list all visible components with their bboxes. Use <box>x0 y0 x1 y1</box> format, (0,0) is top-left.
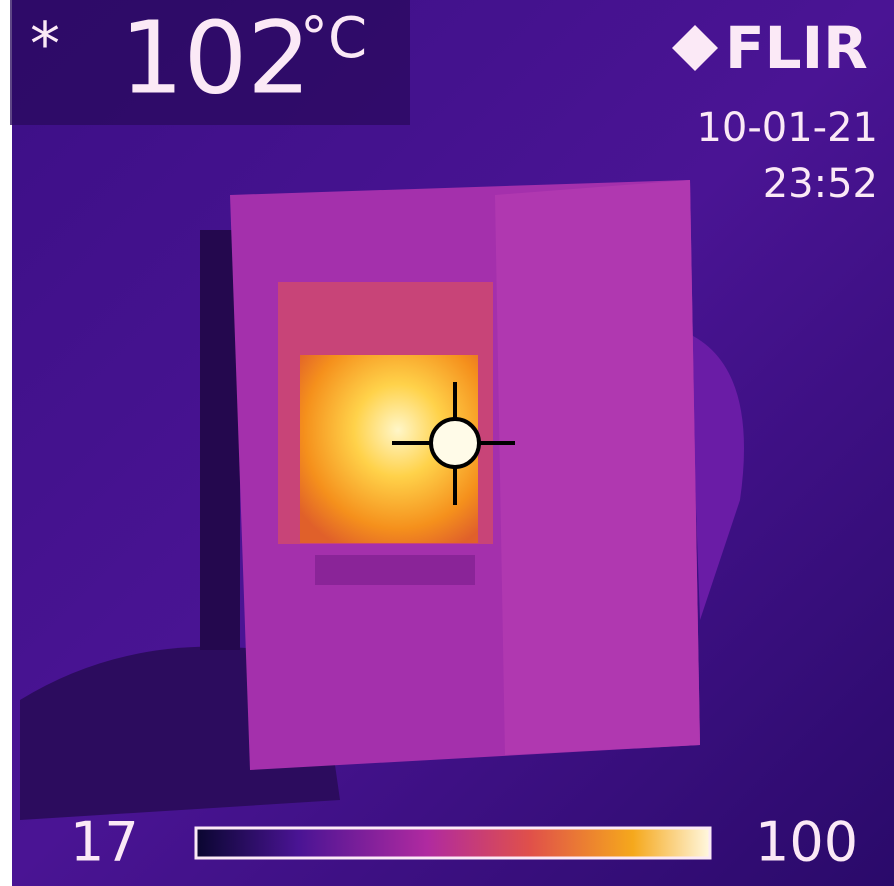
spot-value: 102 <box>120 0 311 116</box>
spot-unit: °C <box>300 6 367 71</box>
readout-box <box>10 0 410 125</box>
edge-left <box>0 0 12 886</box>
side-object <box>680 330 744 620</box>
scale-max: 100 <box>755 811 858 874</box>
crosshair <box>392 382 515 505</box>
scale-min: 17 <box>70 811 139 874</box>
time: 23:52 <box>763 161 878 207</box>
brand: FLIR <box>725 14 868 82</box>
oven-side <box>495 180 700 755</box>
color-scale <box>194 826 712 860</box>
oven-handle <box>315 555 475 585</box>
date: 10-01-21 <box>696 105 878 151</box>
spot-marker: * <box>30 10 60 80</box>
flir-logo-icon <box>672 25 718 71</box>
crosshair-circle <box>429 417 481 469</box>
shadow <box>200 230 240 650</box>
